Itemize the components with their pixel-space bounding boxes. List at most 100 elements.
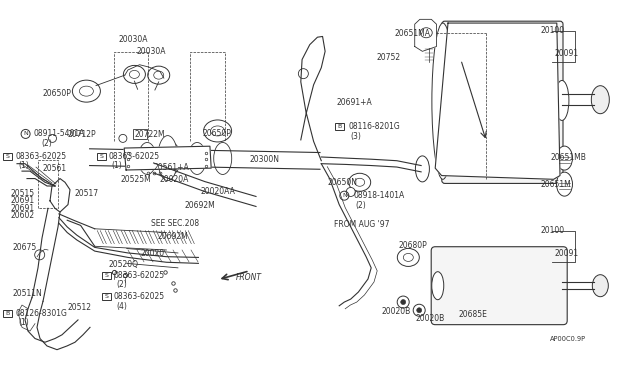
Text: (1): (1): [111, 161, 122, 170]
Text: 20752: 20752: [376, 53, 401, 62]
Circle shape: [413, 304, 425, 316]
Text: 20020AA: 20020AA: [201, 187, 236, 196]
Text: 08363-62025: 08363-62025: [109, 152, 160, 161]
Ellipse shape: [557, 172, 573, 196]
Text: 08116-8201G: 08116-8201G: [348, 122, 400, 131]
Polygon shape: [415, 19, 436, 51]
Ellipse shape: [415, 156, 429, 182]
Text: SEE SEC.208: SEE SEC.208: [151, 219, 199, 228]
Text: S: S: [6, 154, 10, 159]
Ellipse shape: [124, 65, 145, 83]
Text: 20712P: 20712P: [68, 130, 97, 139]
Bar: [102, 272, 111, 279]
Ellipse shape: [420, 28, 432, 38]
Text: 20020: 20020: [141, 249, 165, 258]
Text: 20020B: 20020B: [416, 314, 445, 323]
Text: 20680P: 20680P: [398, 241, 427, 250]
Text: 20525M: 20525M: [120, 175, 151, 184]
Ellipse shape: [138, 142, 156, 174]
Text: (3): (3): [351, 132, 362, 141]
Circle shape: [298, 69, 308, 78]
Text: (4): (4): [116, 302, 127, 311]
Ellipse shape: [211, 126, 225, 136]
Text: (2): (2): [116, 280, 127, 289]
Circle shape: [417, 308, 422, 313]
Ellipse shape: [593, 275, 608, 297]
Text: 20091: 20091: [554, 249, 579, 258]
Text: 20651MA: 20651MA: [394, 29, 430, 38]
Text: 08911-5401A: 08911-5401A: [33, 129, 84, 138]
Text: 20517: 20517: [74, 189, 99, 198]
Text: 20691: 20691: [10, 204, 35, 213]
Text: 20100: 20100: [540, 26, 564, 35]
Circle shape: [35, 250, 45, 260]
Text: B: B: [6, 311, 10, 316]
Text: 20020A: 20020A: [160, 175, 189, 184]
FancyBboxPatch shape: [431, 247, 567, 325]
Text: 20691+A: 20691+A: [337, 98, 372, 107]
Ellipse shape: [163, 142, 180, 174]
Text: 20515: 20515: [10, 189, 35, 198]
Text: 08363-62025: 08363-62025: [114, 271, 165, 280]
Ellipse shape: [355, 178, 365, 186]
Text: 20020B: 20020B: [381, 307, 411, 316]
Bar: [97, 153, 106, 160]
Text: 20650P: 20650P: [202, 129, 231, 138]
Text: 20685E: 20685E: [458, 310, 487, 319]
Ellipse shape: [591, 86, 609, 114]
Ellipse shape: [349, 173, 371, 191]
Ellipse shape: [397, 248, 419, 266]
Text: N: N: [342, 193, 347, 198]
Text: 08918-1401A: 08918-1401A: [353, 191, 404, 200]
Text: AP00C0.9P: AP00C0.9P: [550, 336, 586, 342]
Text: FROM AUG '97: FROM AUG '97: [334, 220, 390, 229]
Ellipse shape: [403, 253, 413, 262]
Bar: [102, 294, 111, 300]
Text: S: S: [99, 154, 103, 159]
Ellipse shape: [432, 23, 454, 179]
Text: 20675: 20675: [13, 243, 37, 251]
Ellipse shape: [157, 136, 178, 180]
Text: 20512: 20512: [68, 303, 92, 312]
Circle shape: [49, 134, 56, 142]
Text: 08363-62025: 08363-62025: [15, 152, 67, 161]
Text: 20561+A: 20561+A: [154, 163, 189, 172]
Ellipse shape: [148, 66, 170, 84]
Polygon shape: [435, 23, 560, 179]
Text: 08126-8301G: 08126-8301G: [15, 309, 67, 318]
Bar: [3, 153, 12, 160]
Text: N: N: [23, 131, 28, 137]
Bar: [335, 123, 344, 130]
Circle shape: [119, 134, 127, 142]
Text: 20561: 20561: [42, 164, 67, 173]
Ellipse shape: [154, 71, 164, 79]
Circle shape: [346, 187, 355, 196]
Text: 20650P: 20650P: [42, 89, 71, 97]
Text: 20300N: 20300N: [250, 155, 280, 164]
Text: 20651M: 20651M: [540, 180, 571, 189]
Text: B: B: [337, 124, 341, 129]
Text: 08363-62025: 08363-62025: [114, 292, 165, 301]
Text: (2): (2): [41, 139, 52, 148]
Text: 20692M: 20692M: [184, 201, 215, 210]
Circle shape: [401, 299, 406, 305]
Ellipse shape: [72, 80, 100, 102]
Ellipse shape: [79, 86, 93, 96]
Bar: [132, 129, 147, 139]
Text: 20692M: 20692M: [157, 232, 188, 241]
Ellipse shape: [214, 142, 232, 174]
Text: 20650N: 20650N: [328, 178, 358, 187]
Ellipse shape: [129, 70, 140, 78]
Ellipse shape: [557, 146, 573, 170]
Text: 20100: 20100: [540, 226, 564, 235]
Bar: [3, 310, 12, 317]
Text: S: S: [104, 294, 108, 299]
Text: 20030A: 20030A: [137, 47, 166, 56]
Text: 20602: 20602: [10, 211, 35, 220]
Text: S: S: [104, 273, 108, 278]
FancyBboxPatch shape: [442, 21, 563, 183]
Ellipse shape: [555, 80, 569, 121]
Text: (1): (1): [18, 161, 29, 170]
Text: 20691: 20691: [10, 196, 35, 205]
Text: 20722M: 20722M: [134, 130, 165, 139]
